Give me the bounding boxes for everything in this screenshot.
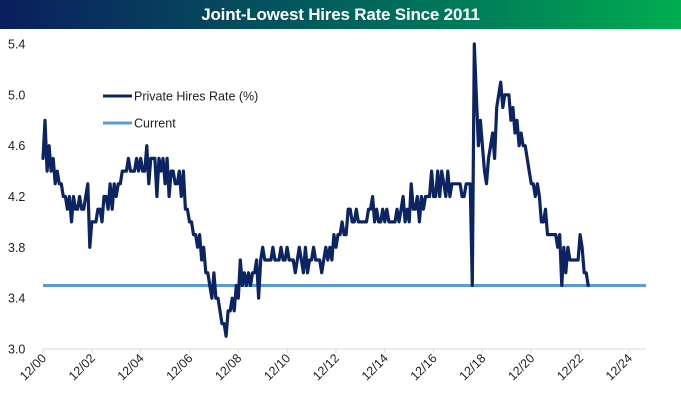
x-tick-label: 12/06: [164, 351, 196, 383]
x-tick-label: 12/24: [603, 351, 635, 383]
legend-label-private-hires-rate: Private Hires Rate (%): [134, 90, 258, 104]
legend-label-current: Current: [134, 117, 176, 131]
x-tick-label: 12/20: [505, 351, 537, 383]
y-axis: 3.0 3.4 3.8 4.2 4.6 5.0 5.4: [8, 38, 25, 357]
x-tick-label: 12/16: [408, 351, 440, 383]
y-tick-label: 3.8: [8, 241, 25, 255]
x-tick-label: 12/14: [359, 351, 391, 383]
y-tick-label: 4.6: [8, 139, 25, 153]
x-tick-label: 12/22: [554, 351, 586, 383]
x-axis: 12/00 12/02 12/04 12/06 12/08 12/10 12/12 12/14…: [17, 349, 635, 383]
y-tick-label: 5.4: [8, 38, 25, 52]
legend: Private Hires Rate (%) Current: [103, 90, 258, 131]
y-tick-label: 3.4: [8, 292, 25, 306]
chart-title: Joint-Lowest Hires Rate Since 2011: [201, 4, 480, 24]
x-tick-label: 12/02: [66, 351, 98, 383]
x-tick-label: 12/12: [310, 351, 342, 383]
private-hires-rate-line: [41, 42, 590, 338]
x-tick-label: 12/10: [261, 351, 293, 383]
x-tick-label: 12/18: [457, 351, 489, 383]
y-tick-label: 3.0: [8, 343, 25, 357]
y-tick-label: 4.2: [8, 190, 25, 204]
x-tick-label: 12/08: [212, 351, 244, 383]
line-chart: 3.03.43.84.24.65.05.4 12/00 12/02 12/04 12/…: [8, 38, 646, 383]
y-tick-label: 5.0: [8, 88, 25, 102]
chart-title-bar: Joint-Lowest Hires Rate Since 2011: [0, 0, 681, 29]
x-tick-label: 12/04: [115, 351, 147, 383]
